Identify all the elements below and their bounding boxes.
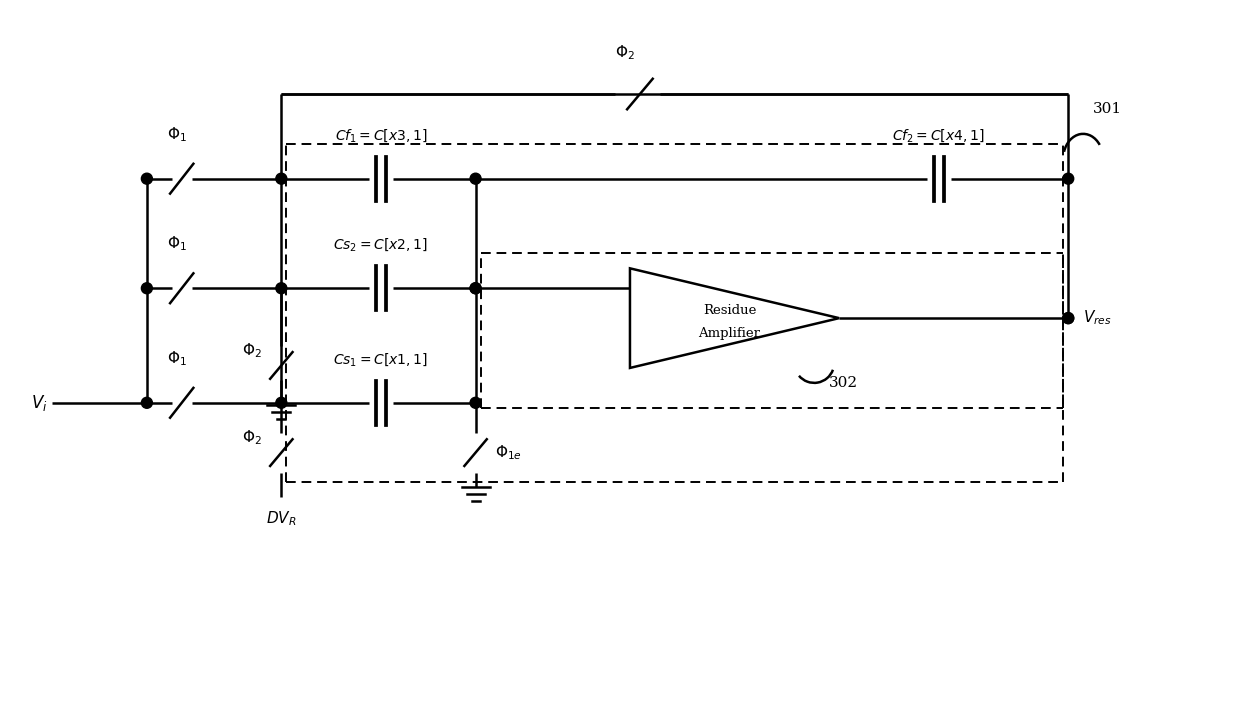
Text: $Cs_2=C[x2,1]$: $Cs_2=C[x2,1]$ bbox=[334, 237, 428, 253]
Circle shape bbox=[1063, 313, 1074, 323]
Text: $V_i$: $V_i$ bbox=[31, 393, 47, 413]
Text: $\Phi_{1e}$: $\Phi_{1e}$ bbox=[496, 444, 522, 462]
Text: $\Phi_2$: $\Phi_2$ bbox=[242, 428, 262, 447]
Text: 301: 301 bbox=[1094, 102, 1122, 116]
Text: $\Phi_2$: $\Phi_2$ bbox=[242, 341, 262, 360]
Text: Amplifier: Amplifier bbox=[698, 327, 760, 340]
Text: $\Phi_1$: $\Phi_1$ bbox=[167, 235, 187, 253]
Text: $\Phi_2$: $\Phi_2$ bbox=[615, 44, 635, 62]
Text: $\Phi_1$: $\Phi_1$ bbox=[167, 125, 187, 144]
Circle shape bbox=[470, 173, 481, 184]
Circle shape bbox=[470, 283, 481, 294]
Text: $\Phi_1$: $\Phi_1$ bbox=[167, 349, 187, 368]
Circle shape bbox=[275, 283, 286, 294]
Circle shape bbox=[275, 173, 286, 184]
Text: $Cf_2=C[x4,1]$: $Cf_2=C[x4,1]$ bbox=[893, 127, 985, 144]
Circle shape bbox=[1063, 313, 1074, 323]
Circle shape bbox=[141, 283, 153, 294]
Circle shape bbox=[1063, 173, 1074, 184]
Circle shape bbox=[141, 173, 153, 184]
Text: $V_{res}$: $V_{res}$ bbox=[1084, 309, 1112, 328]
Circle shape bbox=[275, 397, 286, 408]
Text: 302: 302 bbox=[830, 376, 858, 390]
Circle shape bbox=[470, 397, 481, 408]
Circle shape bbox=[470, 283, 481, 294]
Text: $Cf_1=C[x3,1]$: $Cf_1=C[x3,1]$ bbox=[335, 127, 428, 144]
Text: $Cs_1=C[x1,1]$: $Cs_1=C[x1,1]$ bbox=[334, 351, 428, 368]
Circle shape bbox=[141, 397, 153, 408]
Text: Residue: Residue bbox=[703, 304, 756, 316]
Text: $DV_R$: $DV_R$ bbox=[267, 510, 296, 528]
